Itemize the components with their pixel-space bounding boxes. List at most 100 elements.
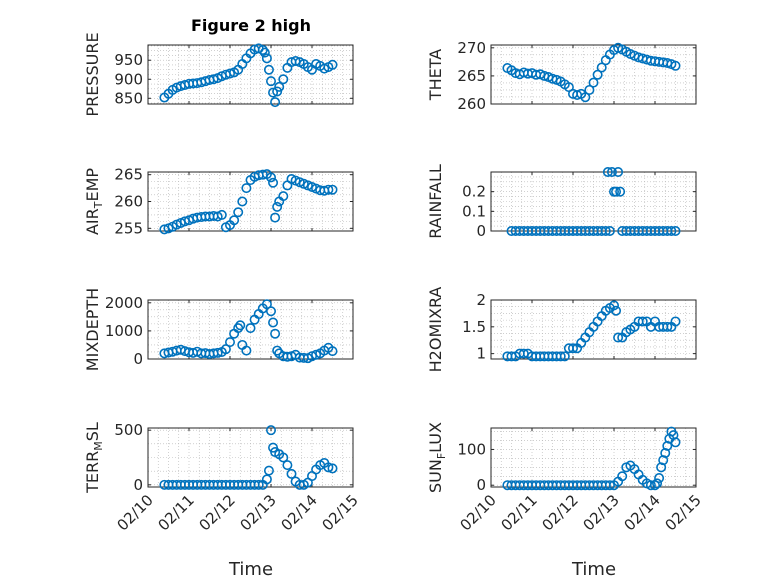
data-point [670, 226, 681, 237]
y-tick-label: 270 [457, 39, 486, 57]
y-axis-label: AIRTEMP [83, 168, 105, 235]
data-point [652, 478, 663, 489]
data-point [265, 76, 276, 87]
y-tick-label: 0 [133, 350, 143, 368]
y-tick-label: 2000 [105, 294, 143, 312]
axes-box [147, 299, 354, 360]
data-point [235, 320, 246, 331]
x-tick-label: 02/13 [580, 491, 623, 534]
y-axis-label: PRESSURE [83, 32, 102, 116]
data-point [290, 55, 301, 66]
data-point [611, 305, 622, 316]
data-point [257, 44, 268, 55]
axes-box [490, 299, 697, 360]
x-tick-label: 02/11 [155, 491, 198, 534]
data-point [245, 323, 256, 334]
y-tick-label: 255 [114, 219, 143, 237]
data-point [268, 87, 279, 98]
x-tick-label: 02/15 [319, 491, 362, 534]
data-point [327, 346, 338, 357]
data-point [666, 226, 677, 237]
data-point [233, 207, 244, 218]
x-tick-label: 02/15 [662, 491, 705, 534]
data-point [567, 343, 578, 354]
x-tick-label: 02/10 [114, 491, 157, 534]
data-point [212, 347, 223, 358]
data-point [592, 69, 603, 80]
data-point [323, 184, 334, 195]
data-point [604, 480, 615, 491]
subplot-rainfall: 0 0.10.2 RAINFALL [426, 164, 697, 240]
y-axis-label: SUNFLUX [426, 422, 448, 493]
data-point [278, 74, 289, 85]
x-axis-label-right: Time [571, 559, 616, 580]
data-point [265, 172, 276, 183]
y-axis-label: MIXDEPTH [83, 288, 102, 371]
y-tick-label: 1.5 [462, 318, 486, 336]
x-tick-label: 02/14 [278, 491, 321, 534]
axes-box [147, 44, 354, 105]
data-point [241, 345, 252, 356]
y-tick-label: 260 [457, 95, 486, 113]
data-point [654, 473, 665, 484]
data-point [270, 212, 281, 223]
data-point [615, 186, 626, 197]
data-point [225, 68, 236, 79]
data-point [216, 209, 227, 220]
x-tick-label: 02/13 [237, 491, 280, 534]
y-tick-label: 0.1 [462, 202, 486, 220]
data-point [617, 471, 628, 482]
data-point [259, 47, 270, 58]
data-point [241, 183, 252, 194]
figure-title: Figure 2 high [191, 16, 311, 35]
y-tick-label: 265 [457, 67, 486, 85]
data-point [265, 306, 276, 317]
data-point [272, 86, 283, 97]
y-tick-label: 950 [114, 51, 143, 69]
y-axis-label: THETA [426, 49, 445, 101]
axes-box [490, 44, 697, 105]
data-point [270, 97, 281, 108]
x-tick-label: 02/10 [457, 491, 500, 534]
data-point [263, 64, 274, 75]
data-point [272, 345, 283, 356]
data-point [588, 77, 599, 88]
y-tick-label: 1 [476, 345, 486, 363]
data-point [600, 226, 611, 237]
data-point [327, 184, 338, 195]
y-tick-label: 0 [133, 476, 143, 494]
data-point [237, 196, 248, 207]
data-point [327, 463, 338, 474]
x-tick-label: 02/11 [498, 491, 541, 534]
data-point [327, 59, 338, 70]
y-tick-label: 500 [114, 421, 143, 439]
y-axis-label: H2OMIXRA [426, 287, 445, 373]
data-point [608, 300, 619, 311]
data-point [662, 321, 673, 332]
data-point [602, 167, 613, 178]
data-point [253, 479, 264, 490]
data-point [584, 84, 595, 95]
y-tick-label: 0 [476, 476, 486, 494]
data-point [265, 425, 276, 436]
subplot-h2omixra: 1 1.5 2 H2OMIXRA [426, 287, 697, 373]
x-axis-label-left: Time [228, 559, 273, 580]
x-tick-label: 02/12 [196, 491, 239, 534]
data-point [637, 316, 648, 327]
data-point [268, 177, 279, 188]
data-point [272, 201, 283, 212]
y-tick-label: 1000 [105, 322, 143, 340]
subplot-theta: 260 265 270 THETA [426, 39, 697, 113]
data-point [286, 468, 297, 479]
data-point [611, 186, 622, 197]
data-point [268, 317, 279, 328]
y-tick-label: 100 [457, 440, 486, 458]
data-point [670, 316, 681, 327]
data-point [229, 215, 240, 226]
data-point [649, 480, 660, 491]
data-point [613, 332, 624, 343]
x-tick-label: 02/12 [539, 491, 582, 534]
